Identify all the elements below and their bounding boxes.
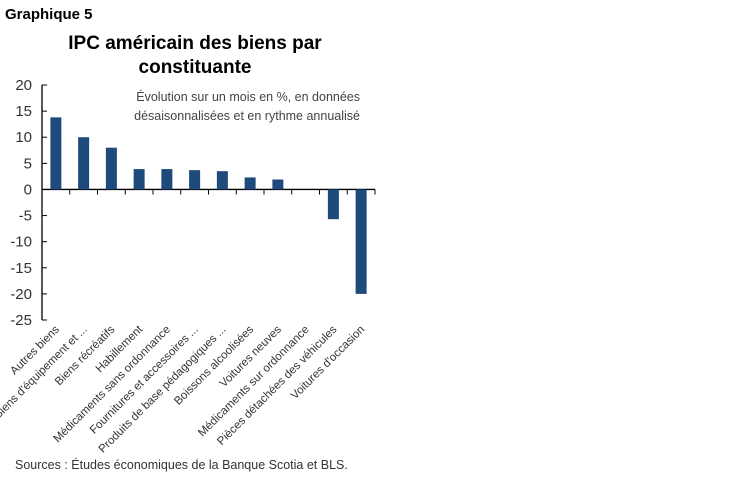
bar bbox=[78, 137, 90, 190]
bar bbox=[244, 177, 256, 190]
y-tick-label: 5 bbox=[24, 155, 32, 172]
bar bbox=[327, 189, 339, 220]
y-tick-label: -10 bbox=[10, 234, 32, 251]
y-tick-label: 10 bbox=[15, 129, 32, 146]
y-tick-label: -5 bbox=[19, 208, 32, 225]
bar bbox=[272, 179, 284, 190]
bar bbox=[355, 189, 367, 294]
y-tick-label: 15 bbox=[15, 103, 32, 120]
y-tick-label: 20 bbox=[15, 77, 32, 94]
y-tick-label: -15 bbox=[10, 260, 32, 277]
bar bbox=[105, 147, 117, 190]
y-tick-label: -25 bbox=[10, 312, 32, 329]
graph-label: Graphique 5 bbox=[5, 6, 93, 23]
chart-subtitle: Évolution sur un mois en %, en données d… bbox=[134, 90, 360, 123]
y-tick-label: 0 bbox=[24, 181, 32, 198]
chart-title: IPC américain des biens par constituante bbox=[68, 33, 322, 78]
bar bbox=[133, 169, 145, 190]
source-note: Sources : Études économiques de la Banqu… bbox=[15, 458, 348, 472]
bar bbox=[189, 170, 201, 190]
bar bbox=[161, 169, 173, 190]
bar bbox=[216, 171, 228, 190]
y-tick-label: -20 bbox=[10, 286, 32, 303]
bar bbox=[50, 117, 62, 190]
